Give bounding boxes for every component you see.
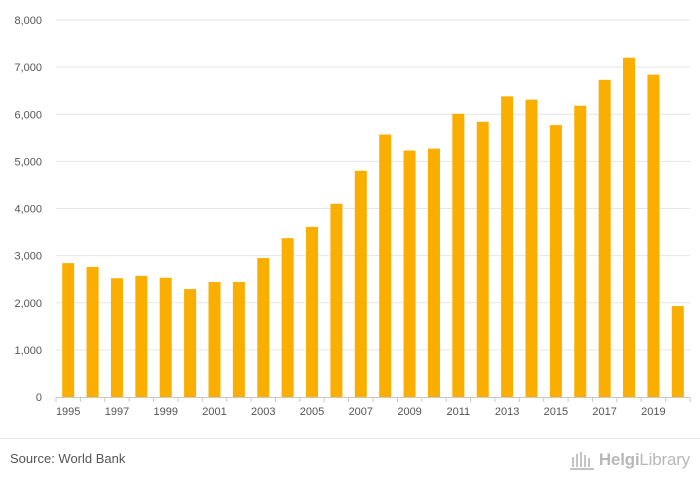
- bar-1997: [110, 278, 123, 397]
- bar-1998: [135, 275, 148, 397]
- x-tick-label: 2015: [544, 406, 568, 418]
- bar-2003: [257, 257, 270, 397]
- x-tick-label: 2009: [397, 406, 421, 418]
- bar-2002: [232, 282, 245, 397]
- x-tick-label: 2003: [251, 406, 275, 418]
- bar-2011: [452, 113, 465, 397]
- logo-wordmark: HelgiLibrary: [599, 450, 690, 470]
- bar-2010: [427, 148, 440, 397]
- y-tick-label: 3,000: [14, 251, 42, 263]
- y-tick-label: 6,000: [14, 109, 42, 121]
- bar-2000: [184, 289, 197, 397]
- bar-2007: [354, 170, 367, 397]
- library-columns-icon: [569, 452, 594, 470]
- helgilibrary-logo[interactable]: HelgiLibrary: [569, 447, 690, 473]
- x-tick-label: 1995: [56, 406, 80, 418]
- x-tick-label: 2011: [447, 406, 471, 418]
- bar-2012: [476, 121, 489, 397]
- bar-1995: [62, 263, 75, 397]
- x-tick-label: 2017: [592, 406, 616, 418]
- bar-2015: [549, 125, 562, 398]
- logo-text-bold: Helgi: [598, 450, 640, 469]
- y-tick-label: 7,000: [14, 62, 42, 74]
- bar-2009: [403, 150, 416, 397]
- bar-2005: [306, 226, 319, 397]
- y-tick-label: 5,000: [14, 156, 42, 168]
- x-tick-label: 2005: [300, 406, 324, 418]
- bar-1999: [159, 277, 172, 397]
- bar-2014: [525, 99, 538, 398]
- bar-2018: [623, 57, 636, 397]
- bar-chart: 0 1,000 2,000 3,000 4,000 5,000 6,000 7,000 8,00…: [14, 15, 691, 418]
- x-tick-label: 1999: [153, 406, 177, 418]
- x-tick-label: 2001: [202, 406, 226, 418]
- bar-2016: [574, 105, 587, 397]
- y-tick-label: 1,000: [14, 345, 42, 357]
- bar-2019: [647, 74, 660, 397]
- y-tick-label: 0: [36, 392, 42, 404]
- logo-text-light: Library: [639, 450, 690, 469]
- bar-2017: [598, 79, 611, 397]
- bar-1996: [86, 266, 99, 397]
- bar-2001: [208, 282, 221, 397]
- y-tick-label: 8,000: [14, 15, 42, 27]
- x-tick-label: 2007: [349, 406, 373, 418]
- bar-2013: [501, 96, 514, 397]
- source-note: Source: World Bank: [10, 451, 126, 466]
- x-tick-label: 2019: [641, 406, 665, 418]
- y-tick-label: 2,000: [14, 298, 42, 310]
- bar-2020: [671, 306, 684, 397]
- footer-divider: [0, 438, 700, 439]
- bar-2008: [379, 134, 392, 398]
- bar-2006: [330, 203, 343, 397]
- bar-2004: [281, 238, 294, 397]
- x-tick-label: 2013: [495, 406, 519, 418]
- x-tick-label: 1997: [105, 406, 129, 418]
- y-tick-label: 4,000: [14, 204, 42, 216]
